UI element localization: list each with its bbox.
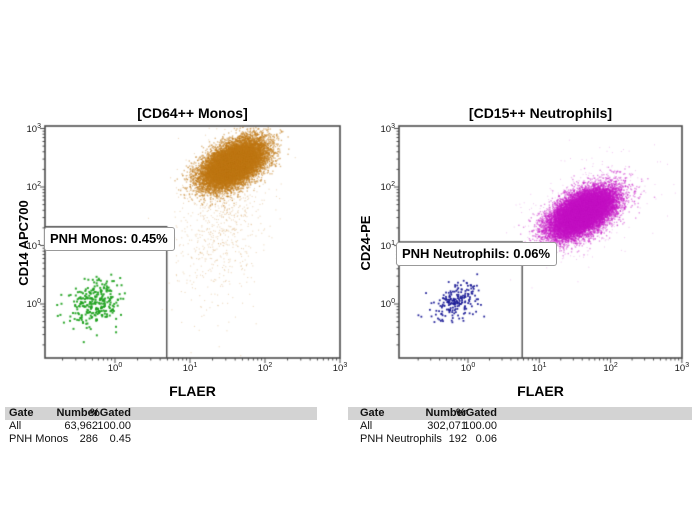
gate-label-pnh-monos: PNH Monos: 0.45% xyxy=(44,227,175,251)
plot-title-monos: [CD64++ Monos] xyxy=(137,105,248,121)
cell-number: 302,071 xyxy=(427,420,467,432)
cell-pct-gated: 0.45 xyxy=(109,433,131,445)
x-axis-label-flaer-left: FLAER xyxy=(169,383,216,399)
cell-number: 63,962 xyxy=(64,420,98,432)
cell-gate: Gate xyxy=(360,407,385,419)
table-row: All 63,962 100.00 xyxy=(5,420,317,433)
cell-gate: PNH Monos xyxy=(9,433,69,445)
cell-gate: PNH Neutrophils xyxy=(360,433,442,445)
table-header-row: Gate Number %Gated xyxy=(348,407,692,420)
stats-table-neutrophils: Gate Number %Gated All 302,071 100.00 PNH Neut… xyxy=(348,407,692,446)
cell-gate: Gate xyxy=(9,407,34,419)
plot-title-neutrophils: [CD15++ Neutrophils] xyxy=(468,105,613,121)
cell-pct-gated: %Gated xyxy=(90,407,131,419)
cell-number: Number xyxy=(425,407,467,419)
cell-number: 286 xyxy=(79,433,98,445)
cell-gate: All xyxy=(9,420,22,432)
cell-pct-gated: 100.00 xyxy=(97,420,131,432)
table-row: PNH Monos 286 0.45 xyxy=(5,433,317,446)
y-tick-label: 100 xyxy=(26,298,41,311)
cell-pct-gated: %Gated xyxy=(456,407,497,419)
cell-gate: All xyxy=(360,420,373,432)
cell-number: Number xyxy=(56,407,98,419)
x-tick-label: 102 xyxy=(257,362,273,375)
x-tick-label: 101 xyxy=(182,362,198,375)
y-tick-label: 100 xyxy=(380,298,395,311)
x-tick-label: 103 xyxy=(332,362,348,375)
table-row: PNH Neutrophils 192 0.06 xyxy=(348,433,692,446)
x-axis-label-flaer-right: FLAER xyxy=(517,383,564,399)
x-tick-label: 100 xyxy=(460,362,476,375)
y-tick-label: 101 xyxy=(380,239,395,252)
stats-table-monos: Gate Number %Gated All 63,962 100.00 PNH Monos… xyxy=(5,407,317,446)
x-tick-label: 101 xyxy=(532,362,547,375)
table-row: All 302,071 100.00 xyxy=(348,420,692,433)
cell-number: 192 xyxy=(448,433,467,445)
cell-pct-gated: 100.00 xyxy=(463,420,497,432)
x-tick-label: 103 xyxy=(674,362,690,375)
x-tick-label: 100 xyxy=(107,362,123,375)
gate-label-pnh-neutrophils: PNH Neutrophils: 0.06% xyxy=(396,242,558,266)
y-tick-label: 102 xyxy=(380,181,395,194)
cell-pct-gated: 0.06 xyxy=(475,433,497,445)
y-tick-label: 102 xyxy=(26,181,41,194)
y-tick-label: 103 xyxy=(380,122,395,135)
table-header-row: Gate Number %Gated xyxy=(5,407,317,420)
y-tick-label: 103 xyxy=(26,122,41,135)
x-tick-label: 102 xyxy=(603,362,618,375)
y-tick-label: 101 xyxy=(26,239,41,252)
